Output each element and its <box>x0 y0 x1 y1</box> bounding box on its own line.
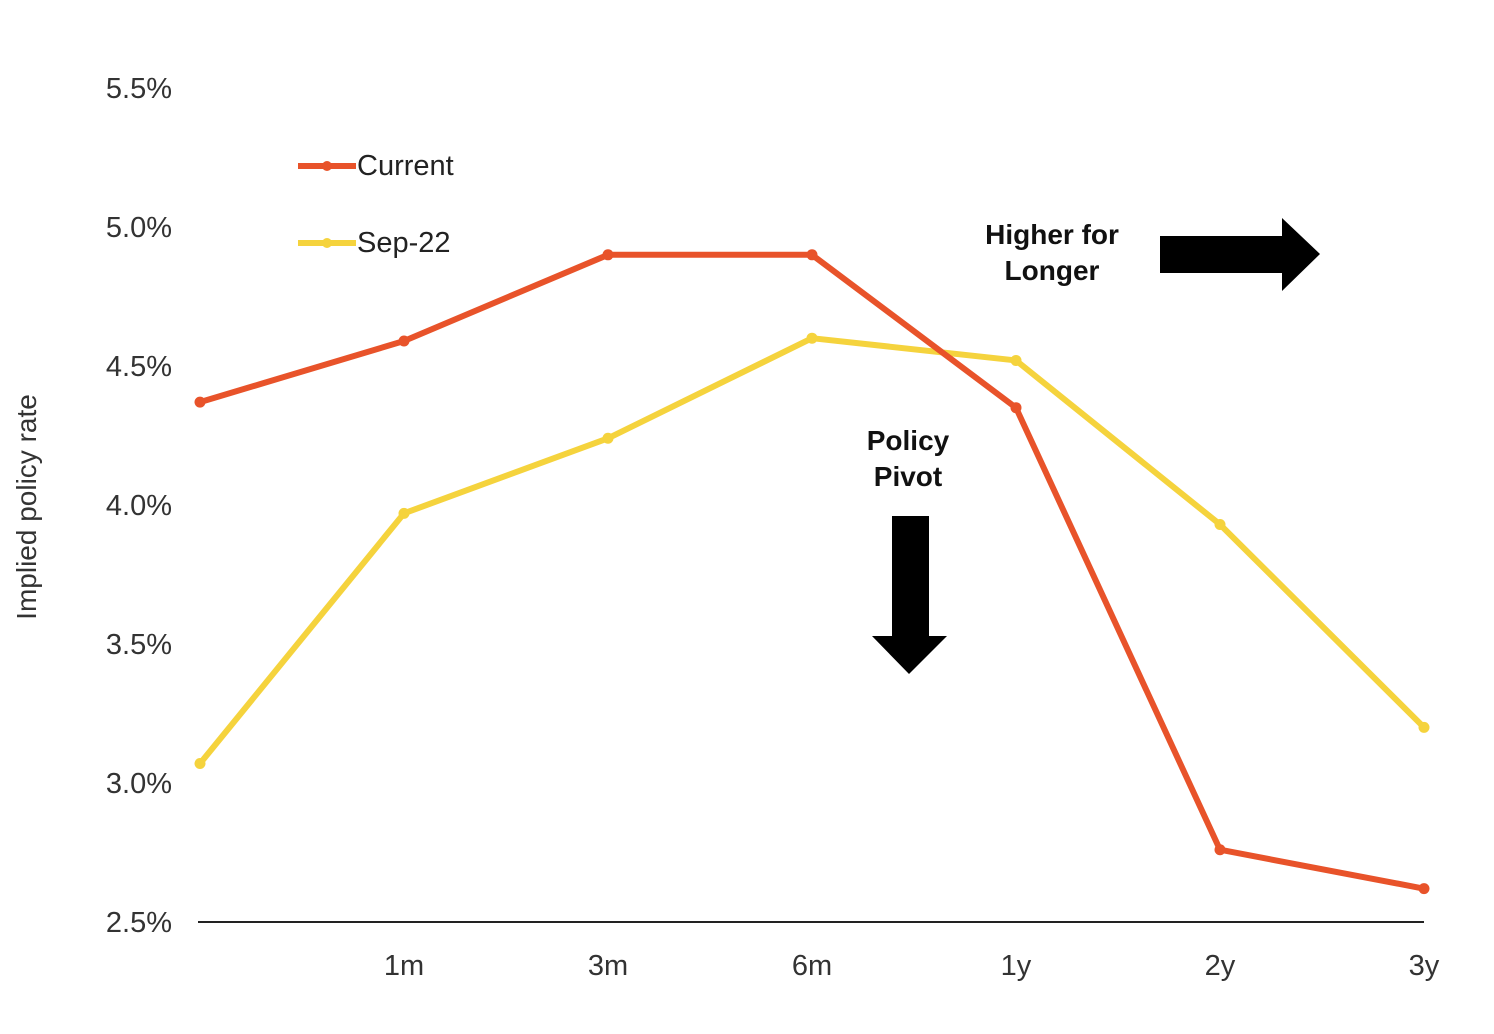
data-point-current <box>194 396 206 408</box>
annotation-higher-for-longer-line1: Higher for <box>985 219 1119 250</box>
y-tick-label: 5.5% <box>106 73 172 105</box>
annotation-higher-for-longer-line2: Longer <box>1005 255 1100 286</box>
annotation-policy-pivot-line1: Policy <box>867 425 950 456</box>
legend-item-sep-22: Sep-22 <box>298 227 451 259</box>
data-point-current <box>1010 402 1022 414</box>
y-tick-label: 4.0% <box>106 490 172 522</box>
data-point-sep-22 <box>194 758 206 770</box>
x-tick-label: 2y <box>1205 950 1236 982</box>
data-point-sep-22 <box>1418 721 1430 733</box>
legend-label-current: Current <box>357 150 454 182</box>
y-tick-label: 2.5% <box>106 907 172 939</box>
y-axis-title: Implied policy rate <box>11 394 42 620</box>
data-point-current <box>1214 844 1226 856</box>
series-current <box>194 249 1430 895</box>
legend-item-current: Current <box>298 150 454 182</box>
legend: Current Sep-22 <box>298 150 454 259</box>
down-arrow-icon <box>872 516 947 674</box>
y-tick-label: 3.0% <box>106 768 172 800</box>
x-tick-label: 1y <box>1001 950 1032 982</box>
series-line-current <box>197 251 1427 892</box>
legend-label-sep-22: Sep-22 <box>357 227 451 259</box>
right-arrow-icon <box>1160 218 1320 291</box>
data-point-current <box>1418 883 1430 895</box>
x-tick-label: 3m <box>588 950 628 982</box>
legend-marker-sep-22 <box>322 238 332 248</box>
annotation-higher-for-longer: Higher for Longer <box>985 218 1320 291</box>
y-tick-labels: 5.5% 5.0% 4.5% 4.0% 3.5% 3.0% 2.5% <box>106 73 172 939</box>
data-point-current <box>398 335 410 347</box>
data-point-sep-22 <box>602 432 614 444</box>
data-point-current <box>806 249 818 261</box>
x-tick-label: 3y <box>1409 950 1440 982</box>
data-point-sep-22 <box>398 507 410 519</box>
annotation-policy-pivot-line2: Pivot <box>874 461 942 492</box>
data-point-sep-22 <box>806 332 818 344</box>
y-tick-label: 3.5% <box>106 629 172 661</box>
x-tick-label: 1m <box>384 950 424 982</box>
series-sep-22 <box>194 332 1430 770</box>
series-line-sep-22 <box>197 335 1427 767</box>
legend-marker-current <box>322 161 332 171</box>
y-tick-label: 5.0% <box>106 212 172 244</box>
data-point-current <box>602 249 614 261</box>
x-tick-labels: 1m 3m 6m 1y 2y 3y <box>384 950 1440 982</box>
x-tick-label: 6m <box>792 950 832 982</box>
annotation-policy-pivot: Policy Pivot <box>867 425 950 674</box>
data-point-sep-22 <box>1214 518 1226 530</box>
data-point-sep-22 <box>1010 354 1022 366</box>
y-tick-label: 4.5% <box>106 351 172 383</box>
